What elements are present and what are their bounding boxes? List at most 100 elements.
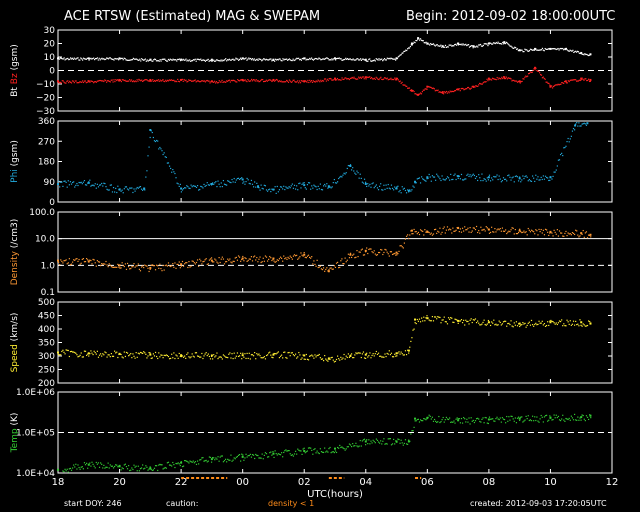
data-dot — [334, 57, 336, 59]
data-dot — [511, 325, 513, 327]
data-dot — [573, 233, 576, 236]
data-dot — [204, 81, 207, 83]
data-dot — [341, 77, 343, 79]
data-dot — [485, 226, 487, 228]
data-dot — [120, 353, 122, 356]
data-dot — [160, 268, 162, 270]
data-dot — [246, 352, 248, 355]
data-dot — [463, 44, 465, 46]
data-dot — [226, 260, 228, 263]
data-dot — [229, 181, 231, 183]
data-dot — [214, 258, 216, 260]
data-dot — [542, 229, 544, 231]
data-dot — [386, 251, 388, 253]
data-dot — [551, 178, 553, 180]
data-dot — [388, 187, 390, 189]
data-dot — [230, 79, 232, 82]
data-dot — [361, 440, 363, 442]
data-dot — [154, 269, 157, 271]
data-dot — [541, 178, 543, 181]
data-dot — [377, 352, 380, 354]
data-dot — [383, 251, 385, 254]
data-dot — [510, 415, 512, 417]
data-dot — [564, 325, 566, 327]
data-dot — [478, 174, 480, 176]
y-axis-label-unit: (K) — [10, 413, 20, 429]
data-dot — [133, 58, 135, 60]
data-dot — [190, 79, 192, 82]
data-dot — [217, 456, 219, 458]
data-dot — [272, 451, 274, 453]
data-dot — [537, 176, 539, 178]
data-dot — [258, 58, 260, 60]
data-dot — [346, 167, 348, 170]
data-dot — [285, 356, 287, 359]
data-dot — [528, 229, 530, 231]
data-dot — [209, 183, 212, 185]
data-dot — [342, 174, 344, 176]
data-dot — [395, 440, 397, 442]
data-dot — [140, 467, 143, 469]
data-dot — [223, 460, 226, 462]
data-dot — [570, 324, 572, 326]
data-dot — [507, 43, 509, 45]
data-dot — [354, 172, 356, 174]
data-dot — [492, 78, 495, 80]
data-dot — [421, 91, 423, 93]
data-dot — [176, 182, 178, 184]
data-dot — [347, 253, 349, 255]
data-dot — [578, 52, 580, 54]
data-dot — [226, 356, 228, 358]
data-dot — [76, 82, 78, 84]
data-dot — [166, 60, 168, 62]
data-dot — [119, 353, 121, 355]
data-dot — [540, 322, 542, 324]
data-dot — [514, 46, 516, 48]
data-dot — [172, 263, 174, 265]
data-dot — [439, 91, 441, 93]
data-dot — [579, 319, 581, 321]
data-dot — [514, 175, 516, 178]
data-dot — [374, 253, 376, 255]
data-dot — [426, 418, 428, 420]
data-dot — [306, 58, 308, 60]
data-dot — [214, 60, 217, 62]
data-dot — [502, 321, 505, 323]
data-dot — [555, 84, 557, 86]
data-dot — [413, 41, 415, 43]
data-dot — [168, 79, 170, 81]
data-dot — [349, 252, 352, 254]
data-dot — [470, 176, 472, 178]
data-dot — [73, 259, 75, 261]
data-dot — [83, 350, 86, 352]
data-dot — [445, 90, 447, 93]
data-dot — [378, 58, 380, 60]
data-dot — [438, 176, 440, 178]
data-dot — [386, 352, 388, 355]
data-dot — [368, 58, 370, 60]
data-dot — [154, 140, 157, 143]
data-dot — [501, 180, 504, 182]
data-dot — [94, 57, 97, 60]
data-dot — [313, 357, 315, 359]
data-dot — [268, 79, 270, 81]
data-dot — [146, 357, 148, 359]
data-dot — [68, 258, 70, 260]
data-dot — [396, 57, 399, 59]
data-dot — [126, 352, 129, 354]
data-dot — [390, 352, 393, 354]
data-dot — [541, 232, 543, 234]
data-dot — [314, 448, 316, 450]
data-dot — [475, 225, 478, 228]
data-dot — [443, 316, 445, 318]
data-dot — [526, 324, 528, 327]
data-dot — [500, 230, 502, 232]
data-dot — [108, 57, 110, 59]
data-dot — [366, 185, 368, 188]
data-dot — [220, 59, 222, 61]
data-dot — [556, 165, 558, 167]
data-dot — [59, 354, 61, 356]
data-dot — [356, 170, 358, 172]
data-dot — [189, 59, 191, 61]
data-dot — [63, 81, 65, 83]
